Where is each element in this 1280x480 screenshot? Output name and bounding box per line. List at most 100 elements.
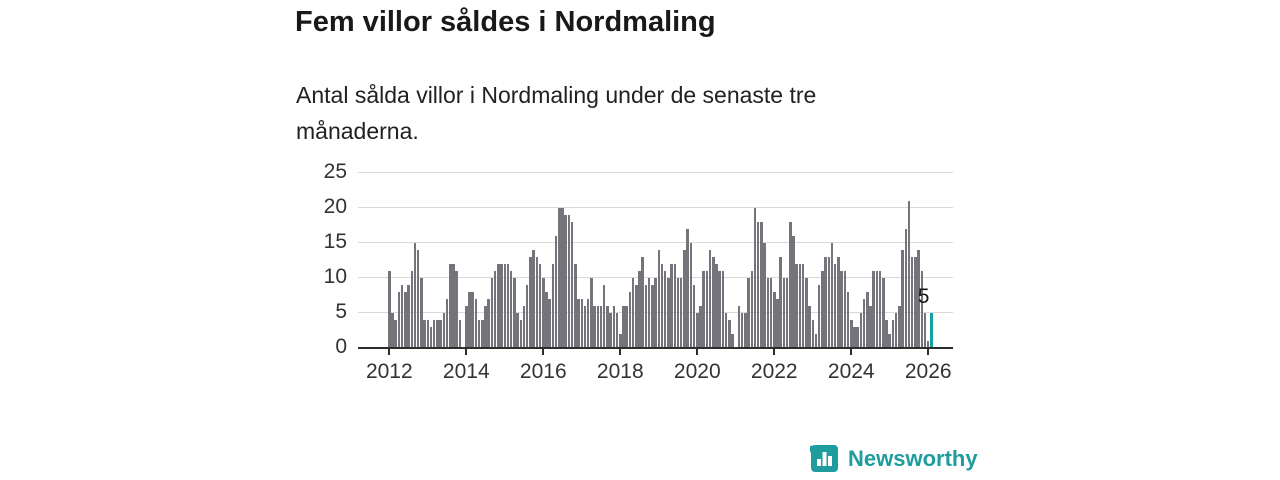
x-axis-tick-label: 2020 bbox=[673, 360, 721, 383]
bar bbox=[602, 285, 606, 347]
bar bbox=[715, 264, 718, 347]
bar bbox=[821, 271, 824, 347]
bar bbox=[914, 257, 917, 347]
bar bbox=[830, 243, 834, 347]
bar bbox=[728, 320, 731, 347]
bar bbox=[391, 313, 394, 347]
x-axis-tick bbox=[619, 349, 622, 355]
bar bbox=[641, 257, 644, 347]
highlight-value-label: 5 bbox=[917, 285, 930, 308]
bar bbox=[872, 271, 875, 347]
bar bbox=[920, 271, 924, 347]
x-axis-tick bbox=[773, 349, 776, 355]
bar bbox=[619, 334, 622, 347]
bar bbox=[615, 313, 619, 347]
bar bbox=[420, 278, 423, 347]
y-gridline bbox=[358, 172, 953, 173]
y-axis-tick-label: 0 bbox=[335, 335, 347, 358]
bar bbox=[679, 278, 683, 347]
bar bbox=[513, 278, 516, 347]
bar bbox=[635, 285, 638, 347]
page-title: Fem villor såldes i Nordmaling bbox=[295, 6, 716, 38]
bar bbox=[535, 257, 539, 347]
y-axis-tick-label: 20 bbox=[323, 195, 347, 218]
bar bbox=[798, 264, 802, 347]
bar bbox=[506, 264, 510, 347]
bar bbox=[670, 264, 673, 347]
bar bbox=[718, 271, 721, 347]
bar bbox=[432, 320, 436, 347]
x-axis-tick bbox=[465, 349, 468, 355]
bar bbox=[452, 264, 455, 347]
bar bbox=[525, 285, 529, 347]
bar bbox=[705, 271, 709, 347]
bar bbox=[593, 306, 596, 347]
bar bbox=[747, 278, 750, 347]
bar bbox=[773, 292, 776, 347]
bar bbox=[756, 222, 760, 347]
bar bbox=[817, 285, 821, 347]
bar bbox=[846, 292, 850, 347]
bar bbox=[500, 264, 503, 347]
bar bbox=[612, 306, 616, 347]
bar bbox=[801, 264, 805, 347]
bar bbox=[529, 257, 532, 347]
bar bbox=[930, 313, 933, 347]
bar bbox=[484, 306, 487, 347]
bar bbox=[436, 320, 439, 347]
y-axis-tick-label: 15 bbox=[323, 230, 347, 253]
bar bbox=[891, 320, 895, 347]
bar bbox=[766, 278, 770, 347]
bar bbox=[522, 306, 526, 347]
bar bbox=[712, 257, 715, 347]
brand-name: Newsworthy bbox=[848, 445, 978, 471]
x-axis-tick-label: 2024 bbox=[827, 360, 875, 383]
bar bbox=[532, 250, 535, 347]
bar bbox=[465, 306, 468, 347]
bar bbox=[468, 292, 471, 347]
bar bbox=[856, 327, 859, 347]
bar bbox=[853, 327, 856, 347]
bar bbox=[843, 271, 847, 347]
bar bbox=[808, 306, 811, 347]
bar bbox=[538, 264, 542, 347]
bar bbox=[782, 278, 786, 347]
bar bbox=[609, 313, 612, 347]
bar bbox=[692, 285, 696, 347]
bar bbox=[699, 306, 702, 347]
bar bbox=[516, 313, 519, 347]
bar bbox=[750, 271, 754, 347]
x-axis-tick-label: 2026 bbox=[904, 360, 952, 383]
bar bbox=[763, 243, 766, 347]
bar bbox=[590, 278, 593, 347]
x-axis-tick-label: 2016 bbox=[519, 360, 567, 383]
bar bbox=[429, 327, 433, 347]
bar bbox=[827, 257, 831, 347]
bar bbox=[644, 285, 648, 347]
bar bbox=[490, 278, 494, 347]
bar bbox=[753, 208, 757, 347]
bar bbox=[413, 243, 417, 347]
bar bbox=[696, 313, 699, 347]
bar bbox=[740, 313, 744, 347]
bar bbox=[580, 299, 584, 347]
bar bbox=[859, 313, 863, 347]
bar bbox=[760, 222, 763, 347]
bar bbox=[445, 299, 449, 347]
x-axis-tick bbox=[696, 349, 699, 355]
bar bbox=[689, 243, 693, 347]
bar bbox=[400, 285, 404, 347]
bar bbox=[744, 313, 747, 347]
bar bbox=[551, 264, 555, 347]
bar bbox=[542, 278, 545, 347]
bar bbox=[926, 341, 930, 347]
bar bbox=[561, 208, 564, 347]
bar bbox=[904, 229, 908, 347]
y-axis-tick-label: 10 bbox=[323, 265, 347, 288]
bar bbox=[907, 201, 911, 347]
bar bbox=[901, 250, 904, 347]
bar bbox=[439, 320, 442, 347]
x-axis-tick-label: 2014 bbox=[442, 360, 490, 383]
chart-subtitle: Antal sålda villor i Nordmaling under de… bbox=[296, 82, 817, 144]
